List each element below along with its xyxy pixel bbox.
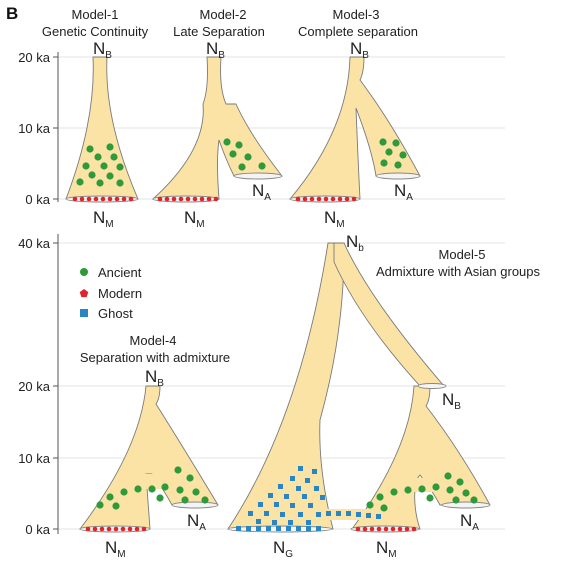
model-5: Model-5 Admixture with Asian groups [227,232,541,560]
model-3: Model-3 Complete separation NB NM NA [289,7,421,230]
model-2-title: Model-2 [200,7,247,22]
bottom-tick-0ka: 0 ka [25,522,50,537]
model-5-nb-label: NB [442,390,461,412]
model-4-title: Model-4 [130,333,177,348]
model-2-na-label: NA [252,181,271,203]
model-5-title: Model-5 [439,247,486,262]
model-1-nm-label: NM [93,208,114,230]
top-tick-10ka: 10 ka [18,121,51,136]
model-5-na-label: NA [460,511,479,533]
ancient-legend-icon [80,268,88,276]
model-3-modern-samples [295,196,357,202]
model-2-population [151,56,283,200]
ghost-legend-icon [80,309,88,317]
model-5-modern-samples [355,526,417,532]
model-2-nm-label: NM [184,208,205,230]
top-tick-20ka: 20 ka [18,50,51,65]
legend: Ancient Modern Ghost [79,265,142,321]
model-5-ghost-samples [236,466,381,531]
legend-ghost-label: Ghost [98,306,133,321]
model-4: Model-4 Separation with admixture NB NM … [79,333,230,560]
model-4-ancient-samples [96,466,209,510]
model-4-subtitle: Separation with admixture [80,350,230,365]
model-1: Model-1 Genetic Continuity NB NM [42,7,149,230]
model-4-nm-label: NM [105,538,126,560]
model-1-subtitle: Genetic Continuity [42,24,149,39]
model-1-modern-samples [72,196,134,202]
model-5-ghost-population [227,242,345,530]
model-5-ancient-samples [366,472,478,512]
model-3-nb-label: NB [350,39,369,61]
bottom-tick-40ka: 40 ka [18,236,51,251]
bottom-tick-10ka: 10 ka [18,451,51,466]
model-1-ancient-samples [76,143,124,187]
model-4-nb-label: NB [145,367,164,389]
model-3-subtitle: Complete separation [298,24,418,39]
model-3-nm-label: NM [324,208,345,230]
model-5-nb-root-label: Nb [346,232,364,254]
modern-legend-icon [79,289,89,298]
top-tick-0ka: 0 ka [25,192,50,207]
model-3-ancient-samples [379,138,407,169]
model-5-nm-label: NM [376,538,397,560]
model-4-modern-samples [85,526,147,532]
model-2-nb-label: NB [206,39,225,61]
model-5-subtitle: Admixture with Asian groups [376,264,541,279]
model-2: Model-2 Late Separation NB NM NA [151,7,283,230]
model-1-nb-label: NB [93,39,112,61]
model-3-na-label: NA [394,181,413,203]
model-2-modern-samples [157,196,219,202]
model-2-ancient-samples [223,138,266,171]
model-3-title: Model-3 [333,7,380,22]
model-2-subtitle: Late Separation [173,24,265,39]
panel-label: B [6,4,18,23]
model-4-na-label: NA [187,511,206,533]
legend-modern-label: Modern [98,286,142,301]
legend-ancient-label: Ancient [98,265,142,280]
bottom-tick-20ka: 20 ka [18,379,51,394]
model-1-title: Model-1 [72,7,119,22]
model-5-ng-label: NG [273,538,293,560]
